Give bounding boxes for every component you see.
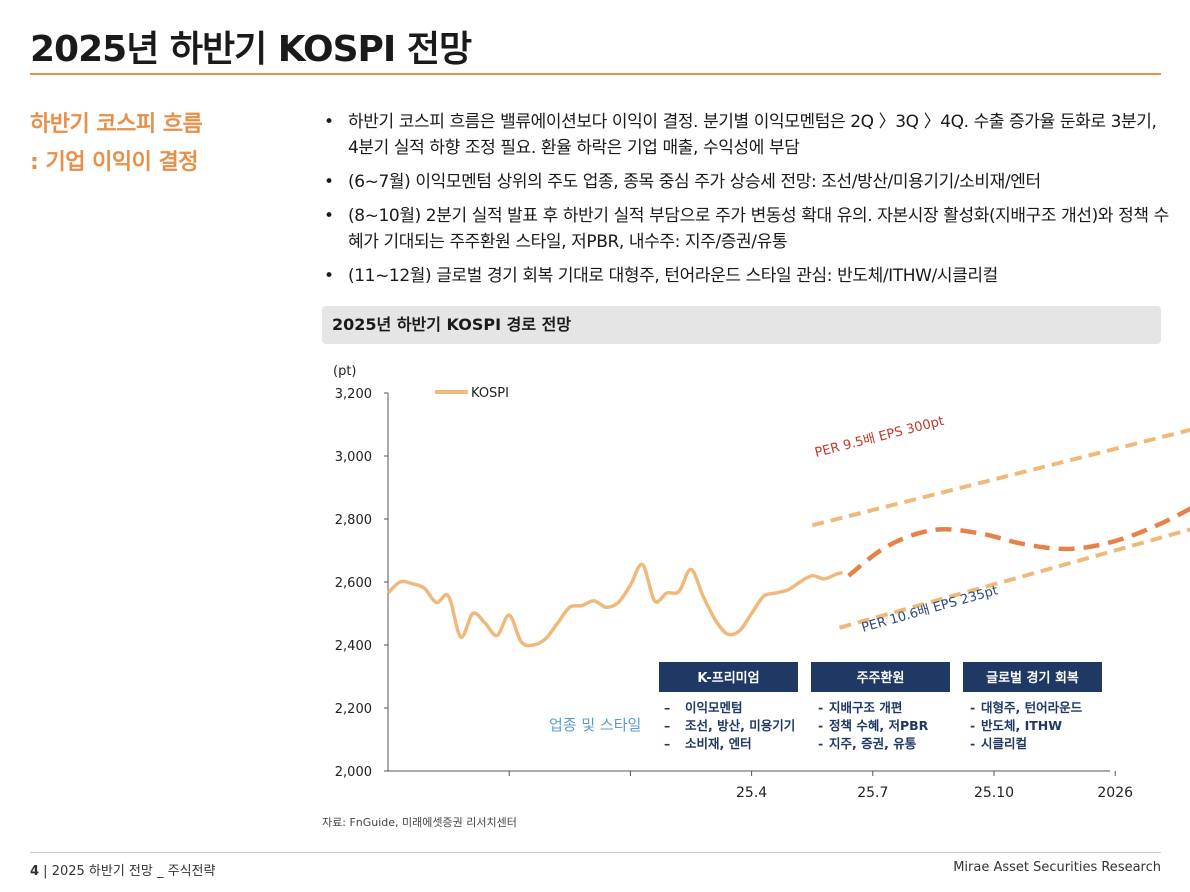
bullet-item: • (8~10월) 2분기 실적 발표 후 하반기 실적 부담으로 주가 변동성 … <box>320 203 1170 255</box>
legend-kospi-label: KOSPI <box>471 386 509 401</box>
style-header-label: 글로벌 경기 회복 <box>986 670 1079 686</box>
footer-section: | 2025 하반기 전망 _ 주식전략 <box>39 864 216 879</box>
style-header-box <box>963 662 1102 692</box>
bullet-dot-icon: • <box>324 112 334 132</box>
side-heading-line-1: 하반기 코스피 흐름 <box>30 112 203 137</box>
style-item-dash: - <box>970 700 975 715</box>
x-tick-label: 2026 <box>1097 785 1133 801</box>
bullet-text: (6~7월) 이익모멘텀 상위의 주도 업종, 종목 중심 주가 상승세 전망:… <box>348 172 1041 192</box>
style-item-dash: – <box>664 736 670 751</box>
style-item-dash: – <box>664 718 670 733</box>
style-item: 정책 수혜, 저PBR <box>829 718 929 733</box>
footer-page-number: 4 <box>30 864 40 879</box>
bullet-dot-icon: • <box>324 266 334 286</box>
y-tick-label: 2,400 <box>335 639 372 654</box>
y-tick-label: 2,600 <box>335 576 372 591</box>
source-note: 자료: FnGuide, 미래에셋증권 리서치센터 <box>322 816 517 829</box>
bullet-text: 하반기 코스피 흐름은 밸류에이션보다 이익이 결정. 분기별 이익모멘텀은 2… <box>348 112 1157 158</box>
style-item-dash: - <box>970 718 975 733</box>
style-row-label: 업종 및 스타일 <box>549 716 641 734</box>
footer-left: 4 | 2025 하반기 전망 _ 주식전략 <box>30 860 215 879</box>
chart-header: 2025년 하반기 KOSPI 경로 전망 <box>322 306 1161 344</box>
style-header-label: 주주환원 <box>857 670 905 686</box>
style-header-box <box>811 662 950 692</box>
style-item-dash: - <box>818 700 823 715</box>
y-tick-label: 3,000 <box>335 450 372 465</box>
bullet-item: • (11~12월) 글로벌 경기 회복 기대로 대형주, 턴어라운드 스타일 관… <box>320 263 1170 289</box>
per-upper-label: PER 9.5배 EPS 300pt <box>813 414 945 461</box>
bullet-item: • (6~7월) 이익모멘텀 상위의 주도 업종, 종목 중심 주가 상승세 전망… <box>320 169 1170 195</box>
x-tick-label: 25.10 <box>974 785 1014 801</box>
style-header-label: K-프리미엄 <box>697 670 759 686</box>
bullet-item: • 하반기 코스피 흐름은 밸류에이션보다 이익이 결정. 분기별 이익모멘텀은 … <box>320 109 1170 161</box>
style-item: 반도체, ITHW <box>981 718 1062 733</box>
y-tick-label: 2,000 <box>335 765 372 780</box>
style-item-dash: - <box>970 736 975 751</box>
side-heading: 하반기 코스피 흐름 : 기업 이익이 결정 <box>30 106 203 182</box>
forecast-path-line <box>847 506 1190 578</box>
style-item-dash: - <box>818 718 823 733</box>
style-item: 소비재, 엔터 <box>685 736 752 751</box>
page-title: 2025년 하반기 KOSPI 전망 <box>30 29 472 70</box>
style-item-dash: – <box>664 700 670 715</box>
style-item: 대형주, 턴어라운드 <box>981 700 1083 715</box>
footer-right: Mirae Asset Securities Research <box>953 860 1161 875</box>
bullet-text: (8~10월) 2분기 실적 발표 후 하반기 실적 부담으로 주가 변동성 확… <box>348 206 1169 252</box>
title-divider <box>30 73 1161 75</box>
bullet-list: • 하반기 코스피 흐름은 밸류에이션보다 이익이 결정. 분기별 이익모멘텀은 … <box>320 109 1170 297</box>
bullet-dot-icon: • <box>324 172 334 192</box>
x-tick-label: 25.4 <box>736 785 767 801</box>
kospi-line <box>386 562 844 648</box>
bullet-text: (11~12월) 글로벌 경기 회복 기대로 대형주, 턴어라운드 스타일 관심… <box>348 266 998 286</box>
x-tick-label: 25.7 <box>857 785 888 801</box>
per-lower-label: PER 10.6배 EPS 235pt <box>860 583 1000 636</box>
y-axis-unit-label: (pt) <box>333 364 357 379</box>
footer-divider <box>30 852 1161 853</box>
per-band-line <box>811 427 1190 528</box>
style-header-box <box>659 662 798 692</box>
style-item: 이익모멘텀 <box>685 700 743 715</box>
y-tick-label: 2,800 <box>335 513 372 528</box>
style-item-dash: - <box>818 736 823 751</box>
style-item: 지배구조 개편 <box>829 700 902 715</box>
style-item: 조선, 방산, 미용기기 <box>685 718 795 733</box>
y-tick-label: 3,200 <box>335 387 372 402</box>
per-band-line <box>838 527 1190 630</box>
style-item: 시클리컬 <box>981 736 1027 751</box>
y-tick-label: 2,200 <box>335 702 372 717</box>
side-heading-line-2: : 기업 이익이 결정 <box>30 150 198 175</box>
style-item: 지주, 증권, 유통 <box>829 736 917 751</box>
bullet-dot-icon: • <box>324 206 334 226</box>
